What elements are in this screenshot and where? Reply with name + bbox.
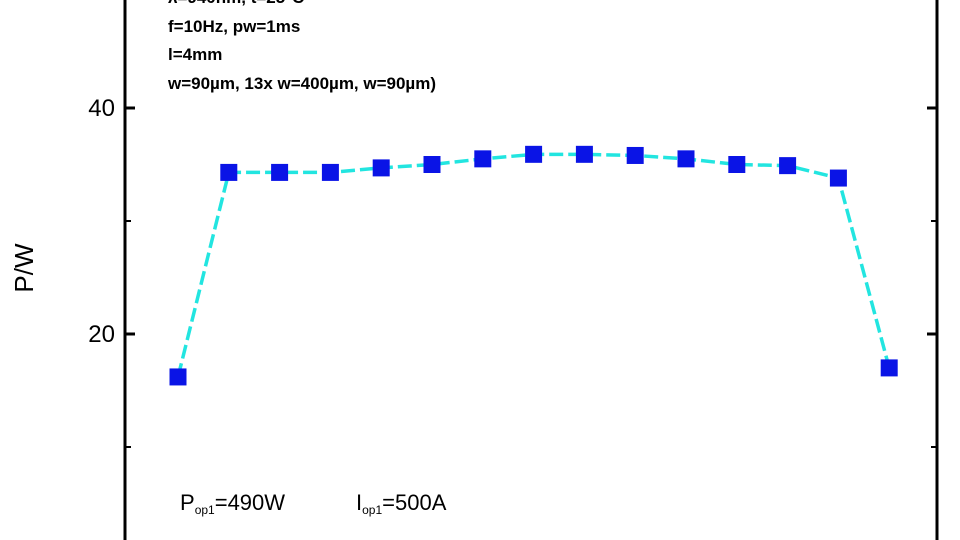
annotation-line-1: λ=940nm, t=25°C [168,0,304,8]
data-point-15 [880,359,898,377]
current-subscript: op1 [362,503,383,517]
data-point-14 [829,169,847,187]
data-point-6 [423,156,441,173]
data-point-10 [626,146,644,164]
data-point-9 [575,145,593,163]
data-point-4 [321,163,339,181]
annotation-line-2: f=10Hz, pw=1ms [168,17,301,36]
data-point-13 [779,157,797,175]
power-value: =490W [214,490,286,515]
y-axis-label: P/W [9,243,39,293]
current-value: =500A [382,490,447,515]
operating-current-label: Iop1=500A [356,490,446,517]
data-point-3 [271,163,289,181]
data-point-5 [372,159,390,177]
y-tick-label: 20 [88,321,115,348]
data-point-8 [525,145,543,163]
data-point-1 [169,368,187,386]
annotation-line-4: w=90µm, 13x w=400µm, w=90µm) [168,74,437,93]
operating-power-label: Pop1=490W [180,490,285,517]
y-tick-label: 40 [88,95,115,122]
data-point-11 [677,150,695,168]
series-line [176,152,891,378]
data-point-7 [474,150,492,168]
power-subscript: op1 [194,503,215,517]
current-symbol: I [356,490,363,515]
data-point-12 [728,156,746,173]
annotation-line-3: l=4mm [168,45,223,64]
power-symbol: P [180,490,195,515]
data-point-2 [220,163,238,181]
